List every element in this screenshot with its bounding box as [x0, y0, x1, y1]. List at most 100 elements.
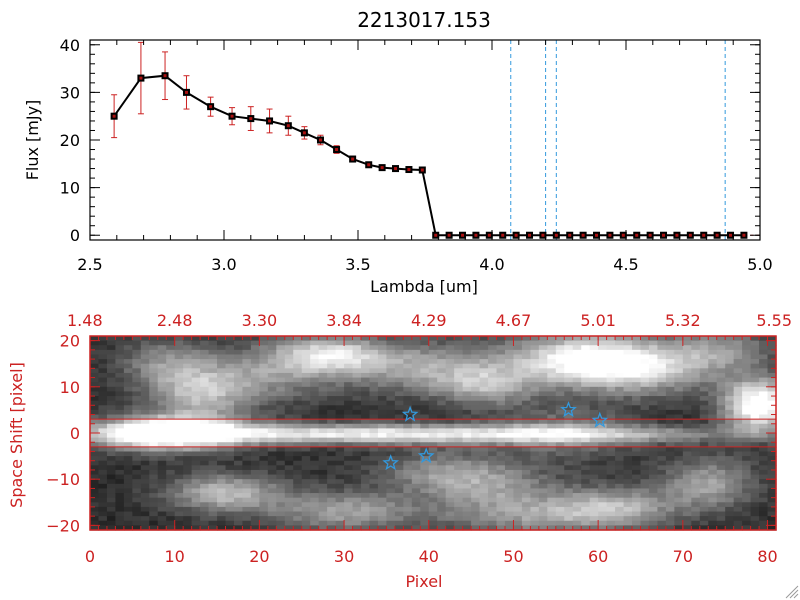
- heatmap-cell: [674, 488, 684, 494]
- heatmap-cell: [716, 372, 726, 379]
- data-point-core: [514, 233, 518, 237]
- heatmap-cell: [428, 469, 438, 476]
- heatmap-cell: [682, 497, 692, 503]
- heatmap-cell: [521, 442, 531, 448]
- heatmap-cell: [242, 437, 252, 443]
- heatmap-cell: [335, 446, 345, 453]
- heatmap-cell: [123, 456, 133, 462]
- heatmap-cell: [488, 414, 498, 420]
- heatmap-cell: [437, 423, 447, 429]
- heatmap-cell: [174, 386, 184, 393]
- heatmap-cell: [699, 359, 709, 365]
- heatmap-cell: [90, 506, 100, 513]
- heatmap-cell: [98, 493, 108, 499]
- heatmap-cell: [217, 465, 227, 471]
- heatmap-cell: [471, 465, 481, 471]
- heatmap-cell: [488, 488, 498, 494]
- heatmap-cell: [564, 423, 574, 429]
- heatmap-cell: [183, 511, 193, 517]
- data-point-core: [474, 233, 478, 237]
- heatmap-cell: [183, 377, 193, 383]
- heatmap-cell: [454, 396, 464, 402]
- heatmap-cell: [632, 382, 642, 388]
- heatmap-cell: [361, 469, 371, 476]
- heatmap-cell: [335, 396, 345, 402]
- heatmap-cell: [250, 525, 260, 531]
- heatmap-cell: [225, 493, 235, 499]
- heatmap-cell: [742, 474, 752, 480]
- heatmap-cell: [327, 483, 337, 490]
- heatmap-cell: [208, 345, 218, 351]
- heatmap-cell: [479, 493, 489, 499]
- heatmap-cell: [335, 391, 345, 397]
- heatmap-cell: [521, 391, 531, 397]
- heatmap-cell: [513, 456, 523, 462]
- data-point-core: [662, 233, 666, 237]
- heatmap-cell: [293, 483, 303, 490]
- heatmap-cell: [598, 488, 608, 494]
- heatmap-cell: [174, 382, 184, 388]
- heatmap-cell: [589, 414, 599, 420]
- heatmap-cell: [606, 359, 616, 365]
- heatmap-cell: [462, 382, 472, 388]
- heatmap-cell: [344, 474, 354, 480]
- heatmap-cell: [682, 428, 692, 434]
- heatmap-cell: [504, 377, 515, 383]
- heatmap-cell: [166, 372, 176, 379]
- heatmap-cell: [759, 359, 769, 365]
- heatmap-cell: [250, 349, 260, 356]
- heatmap-cell: [293, 423, 303, 429]
- heatmap-cell: [699, 405, 709, 411]
- heatmap-cell: [555, 354, 565, 360]
- heatmap-cell: [344, 516, 354, 522]
- heatmap-cell: [716, 497, 726, 503]
- heatmap-cell: [632, 372, 642, 379]
- heatmap-cell: [572, 359, 582, 365]
- heatmap-cell: [149, 382, 159, 388]
- heatmap-cell: [183, 451, 193, 457]
- heatmap-cell: [767, 456, 777, 462]
- heatmap-cell: [462, 354, 472, 360]
- heatmap-cell: [369, 442, 379, 448]
- heatmap-cell: [149, 474, 159, 480]
- heatmap-cell: [310, 483, 320, 490]
- heatmap-cell: [369, 419, 379, 425]
- heatmap-cell: [369, 506, 379, 513]
- heatmap-cell: [767, 497, 777, 503]
- heatmap-cell: [530, 497, 540, 503]
- heatmap-cell: [454, 336, 464, 342]
- heatmap-cell: [377, 349, 388, 356]
- heatmap-cell: [267, 451, 277, 457]
- heatmap-cell: [445, 345, 455, 351]
- heatmap-cell: [115, 516, 125, 522]
- heatmap-cell: [284, 479, 294, 485]
- heatmap-cell: [344, 423, 354, 429]
- heatmap-cell: [598, 400, 608, 406]
- heatmap-cell: [335, 506, 345, 513]
- heatmap-cell: [310, 460, 320, 466]
- heatmap-cell: [183, 465, 193, 471]
- heatmap-cell: [149, 442, 159, 448]
- x-tick-label: 60: [588, 547, 608, 566]
- heatmap-cell: [606, 336, 616, 342]
- resize-grip-icon[interactable]: [785, 585, 799, 599]
- heatmap-cell: [259, 414, 269, 420]
- heatmap-cell: [183, 391, 193, 397]
- heatmap-cell: [335, 511, 345, 517]
- heatmap-cell: [437, 400, 447, 406]
- heatmap-cell: [479, 520, 489, 526]
- heatmap-cell: [123, 423, 133, 429]
- heatmap-image: [90, 336, 777, 531]
- heatmap-cell: [530, 405, 540, 411]
- heatmap-cell: [445, 340, 455, 346]
- heatmap-cell: [403, 525, 413, 531]
- heatmap-cell: [377, 479, 388, 485]
- heatmap-cell: [632, 479, 642, 485]
- heatmap-cell: [564, 469, 574, 476]
- heatmap-cell: [632, 354, 642, 360]
- heatmap-cell: [369, 391, 379, 397]
- heatmap-cell: [504, 428, 515, 434]
- heatmap-cell: [691, 359, 701, 365]
- heatmap-cell: [267, 336, 277, 342]
- heatmap-cell: [513, 483, 523, 490]
